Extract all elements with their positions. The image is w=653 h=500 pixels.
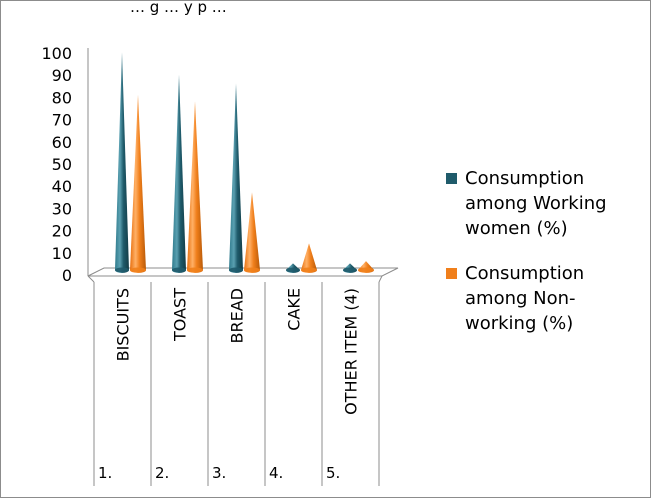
y-tick-label: 50 [52, 155, 72, 174]
y-tick-labels: 0 10 20 30 40 50 60 70 80 90 100 [41, 44, 72, 285]
cone-mark [172, 74, 186, 273]
cone-base [301, 267, 317, 273]
y-tick-label: 60 [52, 133, 72, 152]
bar-working-4 [343, 263, 357, 273]
y-tick-label: 100 [41, 44, 72, 63]
bar-working-2 [229, 83, 243, 274]
category-number: 4. [269, 464, 283, 482]
y-tick-label: 40 [52, 177, 72, 196]
bar-nonworking-0 [130, 94, 146, 274]
cone-base [286, 267, 300, 273]
legend-label: women (%) [465, 218, 568, 239]
table-connector [378, 275, 383, 283]
cone-base [187, 267, 203, 273]
category-table: BISCUITS 1. TOAST 2. BREAD 3. CAKE 4. OTHER ITEM… [87, 275, 383, 486]
cone-mark [130, 94, 146, 274]
cone-mark [187, 101, 203, 273]
cone-mark [301, 243, 317, 273]
category-label: CAKE [285, 288, 304, 331]
category-label: TOAST [171, 288, 190, 342]
legend-swatch [446, 173, 457, 184]
bar-working-1 [172, 74, 186, 273]
cone-mark [229, 83, 243, 274]
chart-floor [87, 267, 399, 277]
bar-nonworking-3 [301, 243, 317, 273]
y-tick-label: 70 [52, 111, 72, 130]
cone-base [172, 267, 186, 273]
cone-base [229, 267, 243, 273]
bar-working-0 [115, 52, 129, 273]
legend-item-nonworking: Consumption among Non-working (%) [446, 263, 584, 334]
y-tick-label: 30 [52, 199, 72, 218]
category-number: 5. [326, 464, 340, 482]
cone-base [115, 267, 129, 273]
bar-nonworking-4 [358, 261, 374, 273]
bar-working-3 [286, 263, 300, 273]
chart-title: … g … y p … [130, 0, 227, 16]
legend-item-working: Consumption among Working women (%) [446, 168, 607, 239]
legend-label: among Working [465, 193, 607, 214]
y-tick-label: 0 [62, 266, 72, 285]
floor-plane [87, 267, 399, 277]
category-number: 3. [212, 464, 226, 482]
cone-mark [115, 52, 129, 273]
legend-swatch [446, 268, 457, 279]
cone-base [244, 267, 260, 273]
cone-base [130, 267, 146, 273]
y-tick-label: 80 [52, 88, 72, 107]
legend-label: working (%) [465, 313, 573, 334]
y-tick-label: 90 [52, 66, 72, 85]
bars [115, 52, 374, 274]
legend-label: Consumption [465, 263, 584, 284]
y-tick-label: 20 [52, 222, 72, 241]
cone-mark [244, 192, 260, 273]
category-label: BISCUITS [114, 288, 133, 361]
legend-label: among Non- [465, 288, 576, 309]
bar-nonworking-2 [244, 192, 260, 273]
bar-nonworking-1 [187, 101, 203, 273]
category-number: 2. [155, 464, 169, 482]
category-label: OTHER ITEM (4) [342, 288, 361, 415]
legend-label: Consumption [465, 168, 584, 189]
category-label: BREAD [228, 288, 247, 343]
y-tick-label: 10 [52, 244, 72, 263]
cone-base [358, 267, 374, 273]
category-number: 1. [98, 464, 112, 482]
cone-base [343, 267, 357, 273]
table-connector [87, 275, 95, 283]
